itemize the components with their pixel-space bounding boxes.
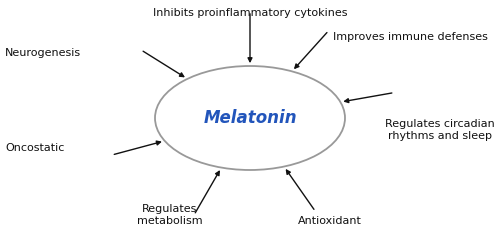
Text: Regulates circadian
rhythms and sleep: Regulates circadian rhythms and sleep <box>385 119 495 141</box>
Text: Antioxidant: Antioxidant <box>298 216 362 226</box>
Text: Neurogenesis: Neurogenesis <box>5 48 81 58</box>
Text: Regulates
metabolism: Regulates metabolism <box>137 204 203 226</box>
Text: Inhibits proinflammatory cytokines: Inhibits proinflammatory cytokines <box>153 8 347 18</box>
Text: Improves immune defenses: Improves immune defenses <box>333 32 488 42</box>
Text: Oncostatic: Oncostatic <box>5 143 64 153</box>
Text: Melatonin: Melatonin <box>203 109 297 127</box>
